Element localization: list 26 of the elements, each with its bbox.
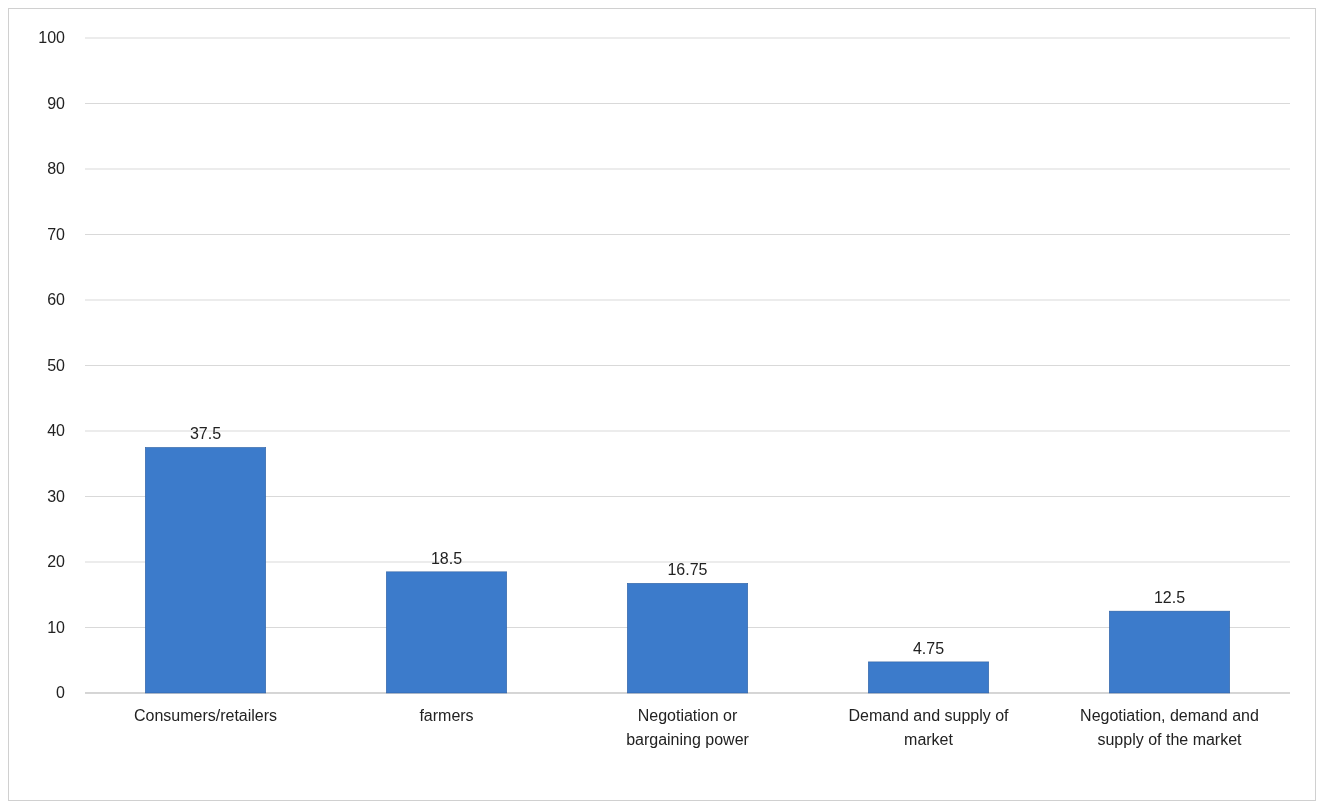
bar: [627, 583, 748, 694]
y-tick-label: 60: [47, 291, 66, 308]
bar: [868, 661, 989, 694]
y-tick-label: 30: [47, 487, 66, 505]
y-tick-label: 50: [47, 356, 66, 374]
x-tick-label: Demand and supply of market: [848, 707, 1010, 748]
x-tick-label: farmers: [419, 707, 474, 724]
y-tick-label: 10: [47, 618, 66, 636]
x-tick-label: Negotiation, demand and supply of the market: [1080, 707, 1259, 748]
data-label: 37.5: [189, 425, 222, 443]
y-tick-label: 0: [56, 684, 66, 701]
data-label: 18.5: [430, 549, 463, 567]
x-tick-label: Consumers/retailers: [133, 707, 278, 724]
bar: [386, 571, 507, 694]
x-tick-label: Negotiation or bargaining power: [626, 707, 750, 748]
data-label: 16.75: [667, 561, 708, 579]
y-tick-label: 70: [47, 225, 66, 243]
data-label: 4.75: [912, 639, 945, 657]
bar: [145, 447, 266, 694]
y-tick-label: 40: [47, 422, 66, 439]
y-tick-label: 100: [38, 29, 66, 46]
y-tick-label: 80: [47, 160, 66, 177]
y-tick-label: 20: [47, 553, 66, 570]
data-label: 12.5: [1153, 589, 1186, 607]
y-tick-label: 90: [47, 94, 66, 112]
bar: [1109, 610, 1230, 694]
